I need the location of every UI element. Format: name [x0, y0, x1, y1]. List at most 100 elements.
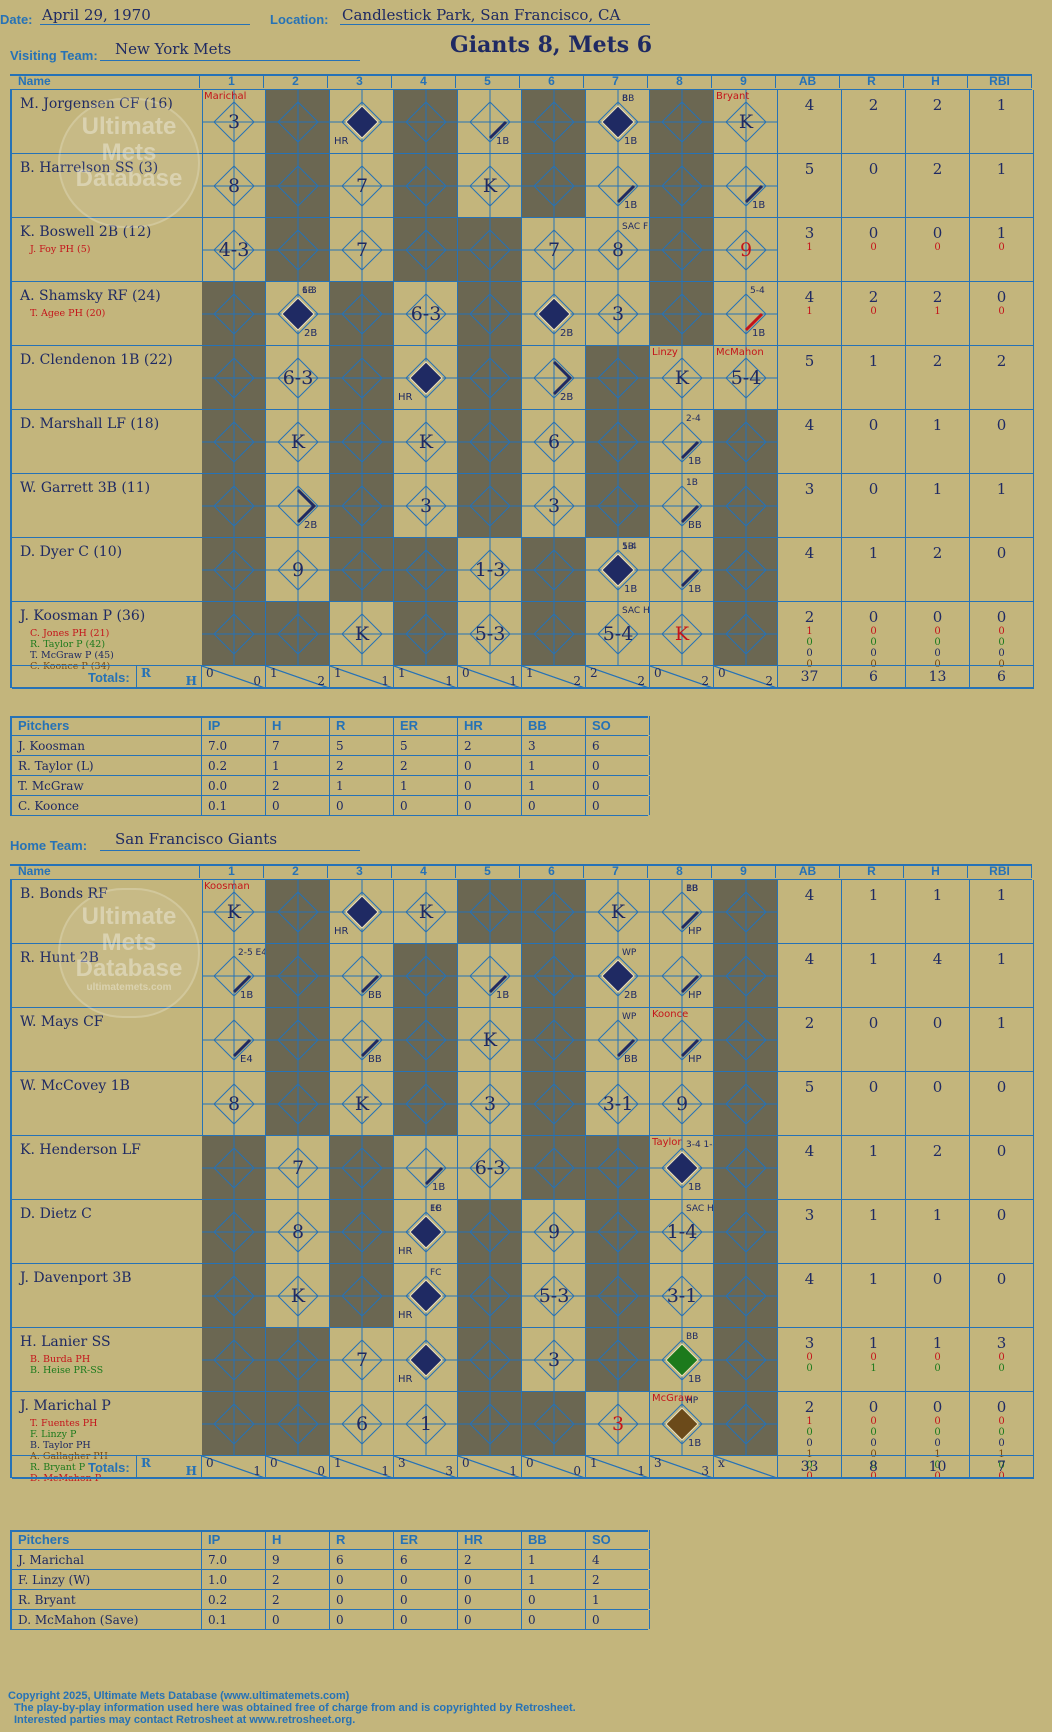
footer-retrosheet: The play-by-play information used here w… [14, 1702, 576, 1714]
inning-hits: 2 [765, 674, 773, 688]
inning-cell-4: 6-3 [394, 282, 458, 346]
play-notation: HP [688, 990, 702, 1001]
inning-cell-2 [266, 1392, 330, 1456]
pitcher-r: 1 [330, 776, 394, 795]
stat-value: 1 [932, 886, 943, 904]
pitcher-name: J. Marichal [12, 1550, 202, 1569]
diamond-icon [202, 1264, 265, 1328]
diamond-icon [522, 538, 585, 602]
stat-r: 1 [842, 880, 906, 944]
stat-value: 2 [932, 288, 943, 306]
pitcher-er: 0 [394, 1590, 458, 1609]
header-inning: 1 [200, 74, 264, 88]
diamond-icon [458, 602, 521, 666]
diamond-icon [650, 1072, 713, 1136]
diamond-icon [650, 346, 713, 410]
total-r: 6 [842, 666, 906, 688]
inning-cell-1: 8 [202, 1072, 266, 1136]
stat-value: 2 [804, 1398, 815, 1416]
pitcher-r: 0 [330, 1570, 394, 1589]
inning-cell-9 [714, 1328, 778, 1392]
game-location: Candlestick Park, San Francisco, CA [342, 6, 621, 24]
stat-value: 0 [932, 224, 943, 242]
rh-r: R [141, 1456, 151, 1470]
diamond-icon [522, 602, 585, 666]
play-notation: 1B [688, 584, 702, 595]
inning-cell-7: 1B [586, 154, 650, 218]
inning-cell-3: 7 [330, 218, 394, 282]
inning-cell-5 [458, 1328, 522, 1392]
header-inning: 2 [264, 74, 328, 88]
diamond-icon [266, 218, 329, 282]
diamond-icon [266, 1392, 329, 1456]
inning-cell-3 [330, 1200, 394, 1264]
inning-cell-2: 9 [266, 538, 330, 602]
inning-cell-1: 3 Marichal [202, 90, 266, 154]
play-note: HP [686, 1396, 699, 1406]
diamond-icon [266, 1008, 329, 1072]
diamond-icon [714, 602, 777, 666]
diamond-icon [394, 282, 457, 346]
inning-cell-8: 1B 2-4 [650, 410, 714, 474]
totals-border [12, 1477, 1034, 1479]
stat-value: 2 [868, 96, 879, 114]
stat-value: 3 [804, 1206, 815, 1224]
inning-cell-8: 9 [650, 1072, 714, 1136]
play-note: 5-4 [750, 286, 765, 296]
inning-cell-4 [394, 90, 458, 154]
inning-cell-2 [266, 944, 330, 1008]
stat-value: 0 [934, 637, 941, 648]
inning-cell-3: 6 [330, 1392, 394, 1456]
stat-value: 0 [932, 1078, 943, 1096]
diamond-icon [522, 1200, 585, 1264]
pitchers-header-cell: ER [394, 1530, 458, 1549]
row-border [12, 1263, 1034, 1264]
diamond-icon [458, 1328, 521, 1392]
stat-value: 0 [870, 648, 877, 659]
batter-name: A. Shamsky RF (24) [20, 288, 161, 304]
pitcher-so: 6 [586, 736, 650, 755]
batter-name: W. Mays CF [20, 1014, 104, 1030]
inning-cell-7: 3-1 [586, 1072, 650, 1136]
play-notation: 2B [560, 392, 574, 403]
stat-value: 0 [806, 1427, 813, 1438]
inning-hits: 2 [637, 674, 645, 688]
pitcher-change-note: McGraw [652, 1393, 693, 1404]
total-ab: 37 [778, 666, 842, 688]
pitchers-header-row: Pitchers IP H R ER HR BB SO [10, 716, 650, 736]
stat-ab: 2100100 [778, 1392, 842, 1482]
inning-cell-1 [202, 1328, 266, 1392]
inning-cell-2: K [266, 1264, 330, 1328]
inning-cell-2 [266, 154, 330, 218]
inning-cell-2 [266, 218, 330, 282]
substitute-name: J. Foy PH (5) [30, 244, 91, 255]
pitcher-r: 0 [330, 796, 394, 815]
batter-row: K. Henderson LF 7 1B 6-3 1B Taylor 3-4 1-4 4 1 2 0 [10, 1136, 1034, 1200]
stat-value: 1 [868, 352, 879, 370]
header-stat: RBI [968, 864, 1032, 878]
visiting-team-underline [100, 60, 360, 61]
diamond-icon [202, 944, 265, 1008]
diamond-icon [522, 1392, 585, 1456]
inning-cell-5: 1-3 [458, 538, 522, 602]
total-ab: 33 [778, 1456, 842, 1478]
inning-runs: 0 [654, 666, 662, 680]
diamond-icon [394, 90, 457, 154]
diamond-icon [330, 1008, 393, 1072]
stat-value: 0 [870, 1427, 877, 1438]
inning-cell-5 [458, 1200, 522, 1264]
diamond-icon [714, 538, 777, 602]
pitcher-r: 2 [330, 756, 394, 775]
stat-value: 0 [932, 608, 943, 626]
stat-rbi: 0 [970, 1200, 1034, 1264]
batter-name-cell: W. Mays CF [12, 1008, 203, 1072]
stat-value: 0 [932, 1398, 943, 1416]
inning-cell-6 [522, 602, 586, 666]
home-team-underline [100, 850, 360, 851]
